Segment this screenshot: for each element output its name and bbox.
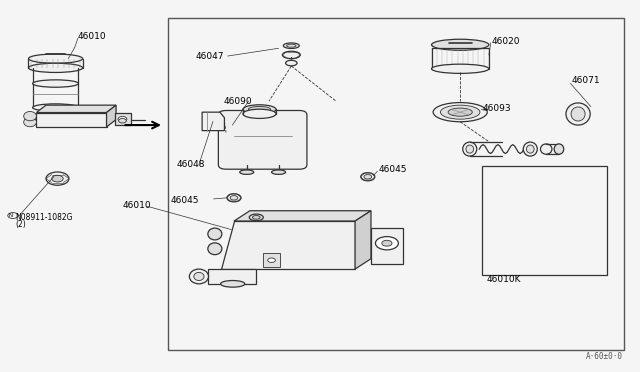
Ellipse shape — [33, 104, 79, 111]
Text: 46093: 46093 — [483, 104, 511, 113]
Ellipse shape — [440, 105, 480, 119]
Ellipse shape — [540, 144, 552, 154]
Ellipse shape — [243, 109, 276, 118]
Text: 46045: 46045 — [170, 196, 199, 205]
Ellipse shape — [28, 63, 83, 73]
Ellipse shape — [284, 43, 300, 48]
Ellipse shape — [285, 60, 297, 66]
Ellipse shape — [287, 44, 296, 47]
Text: 46020: 46020 — [492, 37, 520, 46]
Ellipse shape — [194, 272, 204, 280]
Text: (2): (2) — [15, 220, 26, 229]
Polygon shape — [355, 211, 371, 269]
Polygon shape — [36, 105, 116, 112]
Polygon shape — [371, 228, 403, 263]
Text: 46047: 46047 — [196, 52, 224, 61]
Polygon shape — [221, 221, 355, 269]
Circle shape — [376, 237, 398, 250]
Ellipse shape — [271, 170, 285, 174]
Ellipse shape — [230, 196, 238, 200]
Ellipse shape — [364, 174, 372, 179]
Ellipse shape — [243, 105, 276, 114]
Circle shape — [52, 175, 63, 182]
Polygon shape — [209, 269, 256, 284]
Ellipse shape — [431, 39, 489, 50]
Polygon shape — [234, 211, 371, 221]
Ellipse shape — [433, 103, 487, 122]
Circle shape — [268, 258, 275, 262]
Ellipse shape — [448, 108, 472, 116]
Polygon shape — [202, 112, 225, 131]
Ellipse shape — [463, 142, 477, 156]
Circle shape — [382, 240, 392, 246]
Ellipse shape — [24, 112, 36, 121]
Text: N08911-1082G: N08911-1082G — [15, 213, 73, 222]
Text: 46010: 46010 — [122, 201, 151, 210]
Text: 46010: 46010 — [78, 32, 106, 41]
Text: A·60±0·0: A·60±0·0 — [586, 352, 623, 361]
Bar — [168, 18, 624, 350]
Bar — [262, 253, 280, 267]
Text: 46048: 46048 — [177, 160, 205, 169]
FancyBboxPatch shape — [218, 110, 307, 169]
Text: 46010K: 46010K — [487, 275, 522, 283]
Ellipse shape — [571, 107, 585, 121]
Text: 46045: 46045 — [379, 165, 407, 174]
Ellipse shape — [527, 145, 534, 153]
Ellipse shape — [208, 228, 222, 240]
Ellipse shape — [24, 118, 36, 127]
Circle shape — [46, 172, 69, 185]
Ellipse shape — [118, 119, 126, 123]
Ellipse shape — [208, 243, 222, 255]
Ellipse shape — [227, 194, 241, 202]
Circle shape — [118, 116, 127, 122]
Polygon shape — [36, 112, 106, 127]
Ellipse shape — [524, 142, 538, 156]
Ellipse shape — [248, 106, 271, 112]
Ellipse shape — [466, 145, 474, 153]
Polygon shape — [106, 105, 116, 127]
Ellipse shape — [240, 170, 253, 174]
Ellipse shape — [566, 103, 590, 125]
Ellipse shape — [361, 173, 375, 181]
Ellipse shape — [189, 269, 209, 284]
Ellipse shape — [249, 214, 263, 221]
Bar — [483, 166, 607, 275]
Text: N: N — [8, 213, 13, 218]
Text: 46071: 46071 — [572, 76, 600, 85]
Text: 46090: 46090 — [223, 97, 252, 106]
Ellipse shape — [431, 64, 489, 73]
Ellipse shape — [221, 280, 245, 287]
Ellipse shape — [28, 54, 83, 63]
Ellipse shape — [252, 215, 260, 219]
Ellipse shape — [282, 51, 300, 59]
Ellipse shape — [554, 144, 564, 154]
Ellipse shape — [33, 80, 79, 87]
Polygon shape — [115, 113, 131, 125]
